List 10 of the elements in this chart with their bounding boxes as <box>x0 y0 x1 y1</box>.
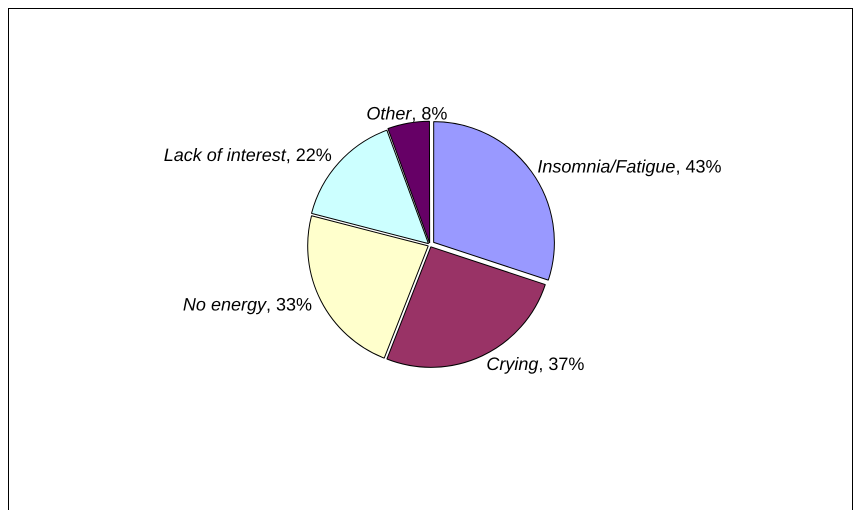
data-label: , 43% <box>675 156 722 176</box>
slice-label: Insomnia/Fatigue <box>537 156 676 176</box>
slice-label: Lack of interest <box>164 145 287 166</box>
slice-label: Crying <box>486 354 538 374</box>
data-label: , 37% <box>538 354 584 374</box>
data-label: , 22% <box>286 145 332 166</box>
slice-label: No energy <box>182 294 267 314</box>
data-label: , 8% <box>411 104 448 124</box>
slice-label: Other <box>366 104 412 124</box>
data-label: , 33% <box>266 294 312 314</box>
